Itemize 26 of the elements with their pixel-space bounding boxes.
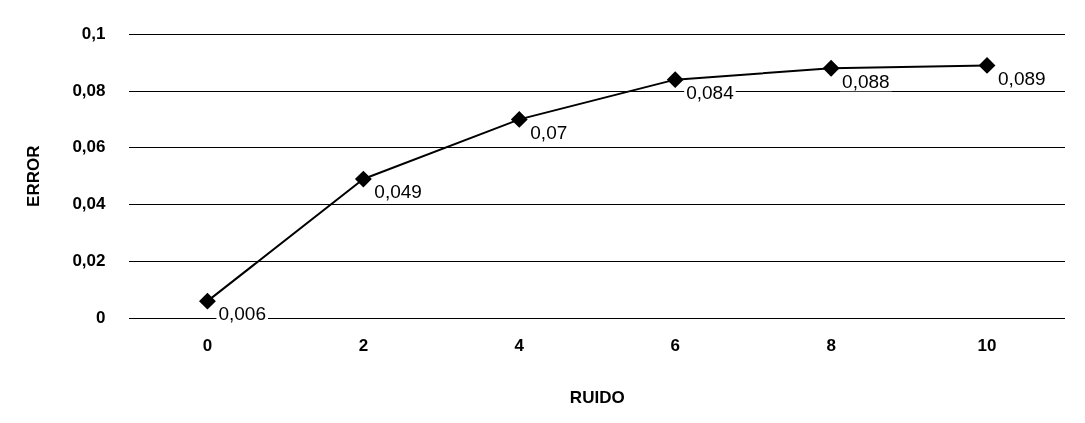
y-tick-label: 0,04 bbox=[72, 194, 107, 214]
x-tick-label: 0 bbox=[202, 336, 213, 356]
y-tick-label: 0,06 bbox=[72, 137, 106, 157]
point bbox=[979, 57, 996, 74]
point bbox=[511, 111, 528, 128]
data-label: 0,049 bbox=[374, 181, 422, 203]
x-tick-label: 10 bbox=[977, 336, 997, 356]
point bbox=[199, 293, 216, 310]
x-tick-label: 4 bbox=[514, 336, 525, 356]
y-axis-title: ERROR bbox=[23, 145, 43, 207]
point bbox=[667, 71, 684, 88]
data-label: 0,089 bbox=[998, 67, 1046, 89]
point bbox=[823, 60, 840, 77]
x-tick-label: 2 bbox=[358, 336, 369, 356]
point bbox=[355, 171, 372, 188]
y-tick-label: 0,02 bbox=[72, 251, 106, 271]
x-axis-title: RUIDO bbox=[569, 388, 625, 408]
y-tick-label: 0,08 bbox=[72, 80, 106, 100]
y-tick-label: 0,1 bbox=[81, 23, 106, 43]
data-label: 0,006 bbox=[218, 303, 266, 325]
y-tick-label: 0 bbox=[96, 307, 106, 327]
data-label: 0,088 bbox=[842, 70, 890, 92]
x-tick-label: 8 bbox=[826, 336, 836, 356]
data-label: 0,084 bbox=[686, 81, 735, 103]
x-tick-label: 6 bbox=[670, 336, 680, 356]
data-label: 0,07 bbox=[530, 121, 568, 143]
